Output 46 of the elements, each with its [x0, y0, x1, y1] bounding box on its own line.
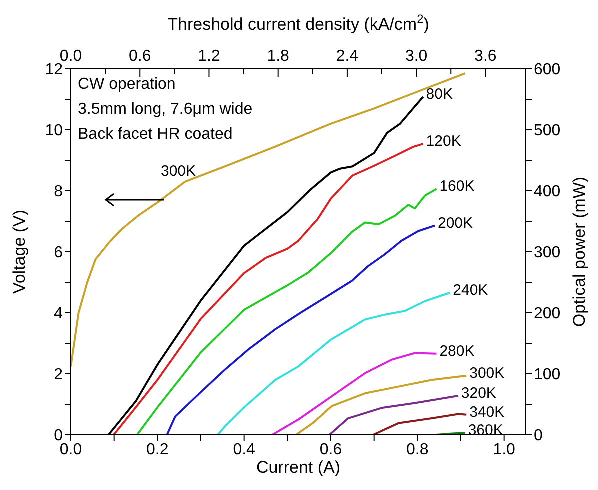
y-axis-title: Voltage (V)	[10, 210, 29, 294]
line-series	[166, 224, 436, 435]
series-label: 300K	[470, 364, 505, 382]
x-axis-title: Current (A)	[256, 458, 341, 477]
line-series	[328, 394, 460, 435]
line-series	[112, 143, 424, 435]
x-tick-label: 0.4	[233, 441, 256, 458]
y-tick-label: 6	[54, 244, 64, 262]
y2-tick-label: 300	[534, 244, 561, 262]
annotation: 3.5mm long, 7.6μm wide	[78, 100, 253, 120]
y-tick-label: 10	[45, 122, 64, 140]
series-label: 120K	[426, 133, 462, 150]
annotation: Back facet HR coated	[78, 125, 234, 145]
series-label: 80K	[426, 86, 454, 104]
x2-tick-label: 2.4	[336, 48, 359, 65]
line-series	[372, 413, 468, 435]
series-label: 280K	[440, 342, 475, 360]
x-tick-label: 0.2	[146, 441, 169, 458]
line-series	[136, 188, 438, 435]
x2-tick-label: 0.6	[128, 48, 152, 65]
annotation: CW operation	[78, 75, 177, 95]
x2-tick-label: 1.8	[267, 48, 290, 65]
y-tick-label: 4	[54, 306, 64, 323]
y2-tick-label: 600	[534, 62, 561, 79]
x-tick-label: 0.6	[320, 441, 342, 458]
y-tick-label: 2	[54, 366, 64, 384]
x-tick-label: 1.0	[493, 441, 516, 458]
series-label: 240K	[453, 282, 488, 299]
y2-tick-label: 200	[534, 306, 561, 323]
line-series	[272, 352, 438, 435]
x2-tick-label: 1.2	[198, 48, 220, 65]
y2-tick-label: 100	[534, 366, 561, 384]
x2-axis-title: Threshold current density (kA/cm$^{2}$)	[168, 12, 430, 34]
x-tick-label: 0.8	[406, 441, 429, 458]
y2-tick-label: 0	[534, 428, 543, 445]
x2-tick-label: 3.6	[474, 48, 497, 65]
y2-axis-title: Optical power (mW)	[570, 176, 589, 328]
annotation: 300K	[161, 163, 196, 180]
series-label: 200K	[438, 214, 474, 232]
series-label: 160K	[440, 178, 475, 196]
series-label: 320K	[461, 384, 496, 402]
y2-tick-label: 400	[534, 184, 561, 201]
y-tick-label: 8	[54, 184, 64, 201]
series-label: 340K	[470, 404, 505, 421]
x2-tick-label: 3.0	[405, 48, 428, 65]
y2-tick-label: 500	[534, 122, 561, 140]
